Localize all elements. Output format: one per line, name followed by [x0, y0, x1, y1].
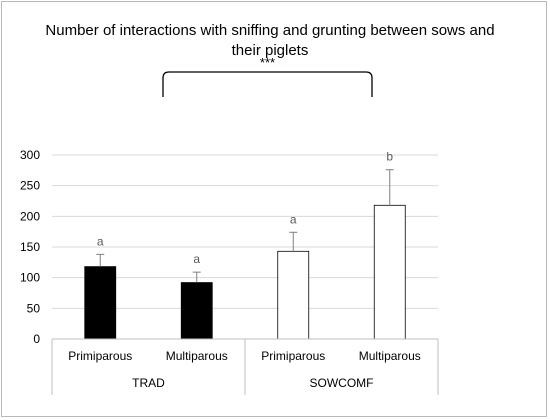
x-category-label: Primiparous: [261, 349, 325, 363]
y-tick-label: 0: [33, 332, 40, 346]
axes: 0 50 100 150 200 250 300 Primiparous Multiparous…: [20, 148, 439, 395]
gridlines: [52, 154, 438, 309]
annotations: a a a b ***: [97, 55, 394, 266]
bar: [180, 282, 213, 340]
x-category-label: Multiparous: [166, 349, 228, 363]
y-tick-label: 200: [20, 209, 40, 223]
y-tick-label: 150: [20, 240, 40, 254]
significance-letter: a: [97, 234, 104, 248]
bars: [84, 169, 406, 340]
significance-letter: a: [193, 252, 200, 266]
y-tick-label: 50: [27, 301, 41, 315]
significance-letter: a: [290, 212, 297, 226]
x-group-label: TRAD: [132, 376, 165, 390]
chart-title: Number of interactions with sniffing and…: [45, 22, 495, 59]
x-group-label: SOWCOMF: [310, 376, 374, 390]
bar: [84, 266, 117, 340]
significance-letter: b: [386, 150, 393, 164]
x-category-label: Primiparous: [68, 349, 132, 363]
y-tick-label: 100: [20, 271, 40, 285]
bar: [373, 204, 406, 340]
y-tick-label: 300: [20, 148, 40, 162]
significance-stars: ***: [260, 55, 275, 70]
y-tick-label: 250: [20, 179, 40, 193]
bar: [277, 250, 310, 340]
significance-bracket: [162, 71, 373, 97]
x-category-label: Multiparous: [359, 349, 421, 363]
